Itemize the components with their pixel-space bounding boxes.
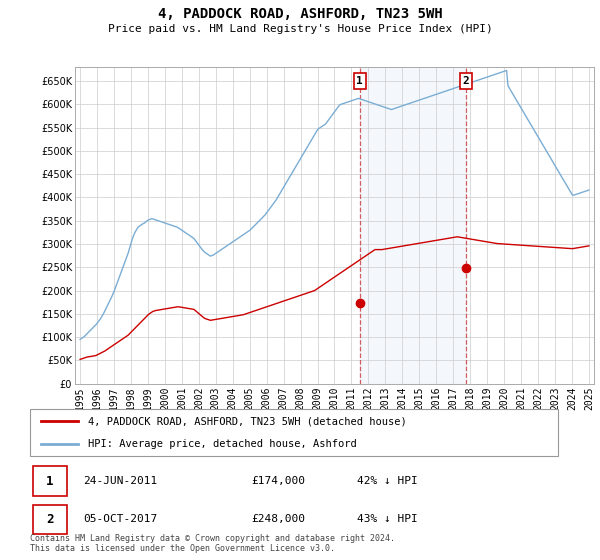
FancyBboxPatch shape bbox=[32, 466, 67, 496]
FancyBboxPatch shape bbox=[32, 505, 67, 534]
Bar bbox=[359, 67, 466, 384]
Text: 2: 2 bbox=[46, 512, 53, 526]
Text: 2: 2 bbox=[463, 76, 470, 86]
Text: 4, PADDOCK ROAD, ASHFORD, TN23 5WH (detached house): 4, PADDOCK ROAD, ASHFORD, TN23 5WH (deta… bbox=[88, 416, 407, 426]
Text: Contains HM Land Registry data © Crown copyright and database right 2024.
This d: Contains HM Land Registry data © Crown c… bbox=[30, 534, 395, 553]
Text: £248,000: £248,000 bbox=[252, 514, 306, 524]
Text: Price paid vs. HM Land Registry's House Price Index (HPI): Price paid vs. HM Land Registry's House … bbox=[107, 24, 493, 34]
Text: HPI: Average price, detached house, Ashford: HPI: Average price, detached house, Ashf… bbox=[88, 439, 357, 449]
Text: 42% ↓ HPI: 42% ↓ HPI bbox=[358, 476, 418, 486]
Text: 24-JUN-2011: 24-JUN-2011 bbox=[83, 476, 157, 486]
Text: 1: 1 bbox=[46, 474, 53, 488]
Text: £174,000: £174,000 bbox=[252, 476, 306, 486]
Text: 05-OCT-2017: 05-OCT-2017 bbox=[83, 514, 157, 524]
FancyBboxPatch shape bbox=[30, 409, 558, 456]
Text: 1: 1 bbox=[356, 76, 363, 86]
Text: 43% ↓ HPI: 43% ↓ HPI bbox=[358, 514, 418, 524]
Text: 4, PADDOCK ROAD, ASHFORD, TN23 5WH: 4, PADDOCK ROAD, ASHFORD, TN23 5WH bbox=[158, 7, 442, 21]
